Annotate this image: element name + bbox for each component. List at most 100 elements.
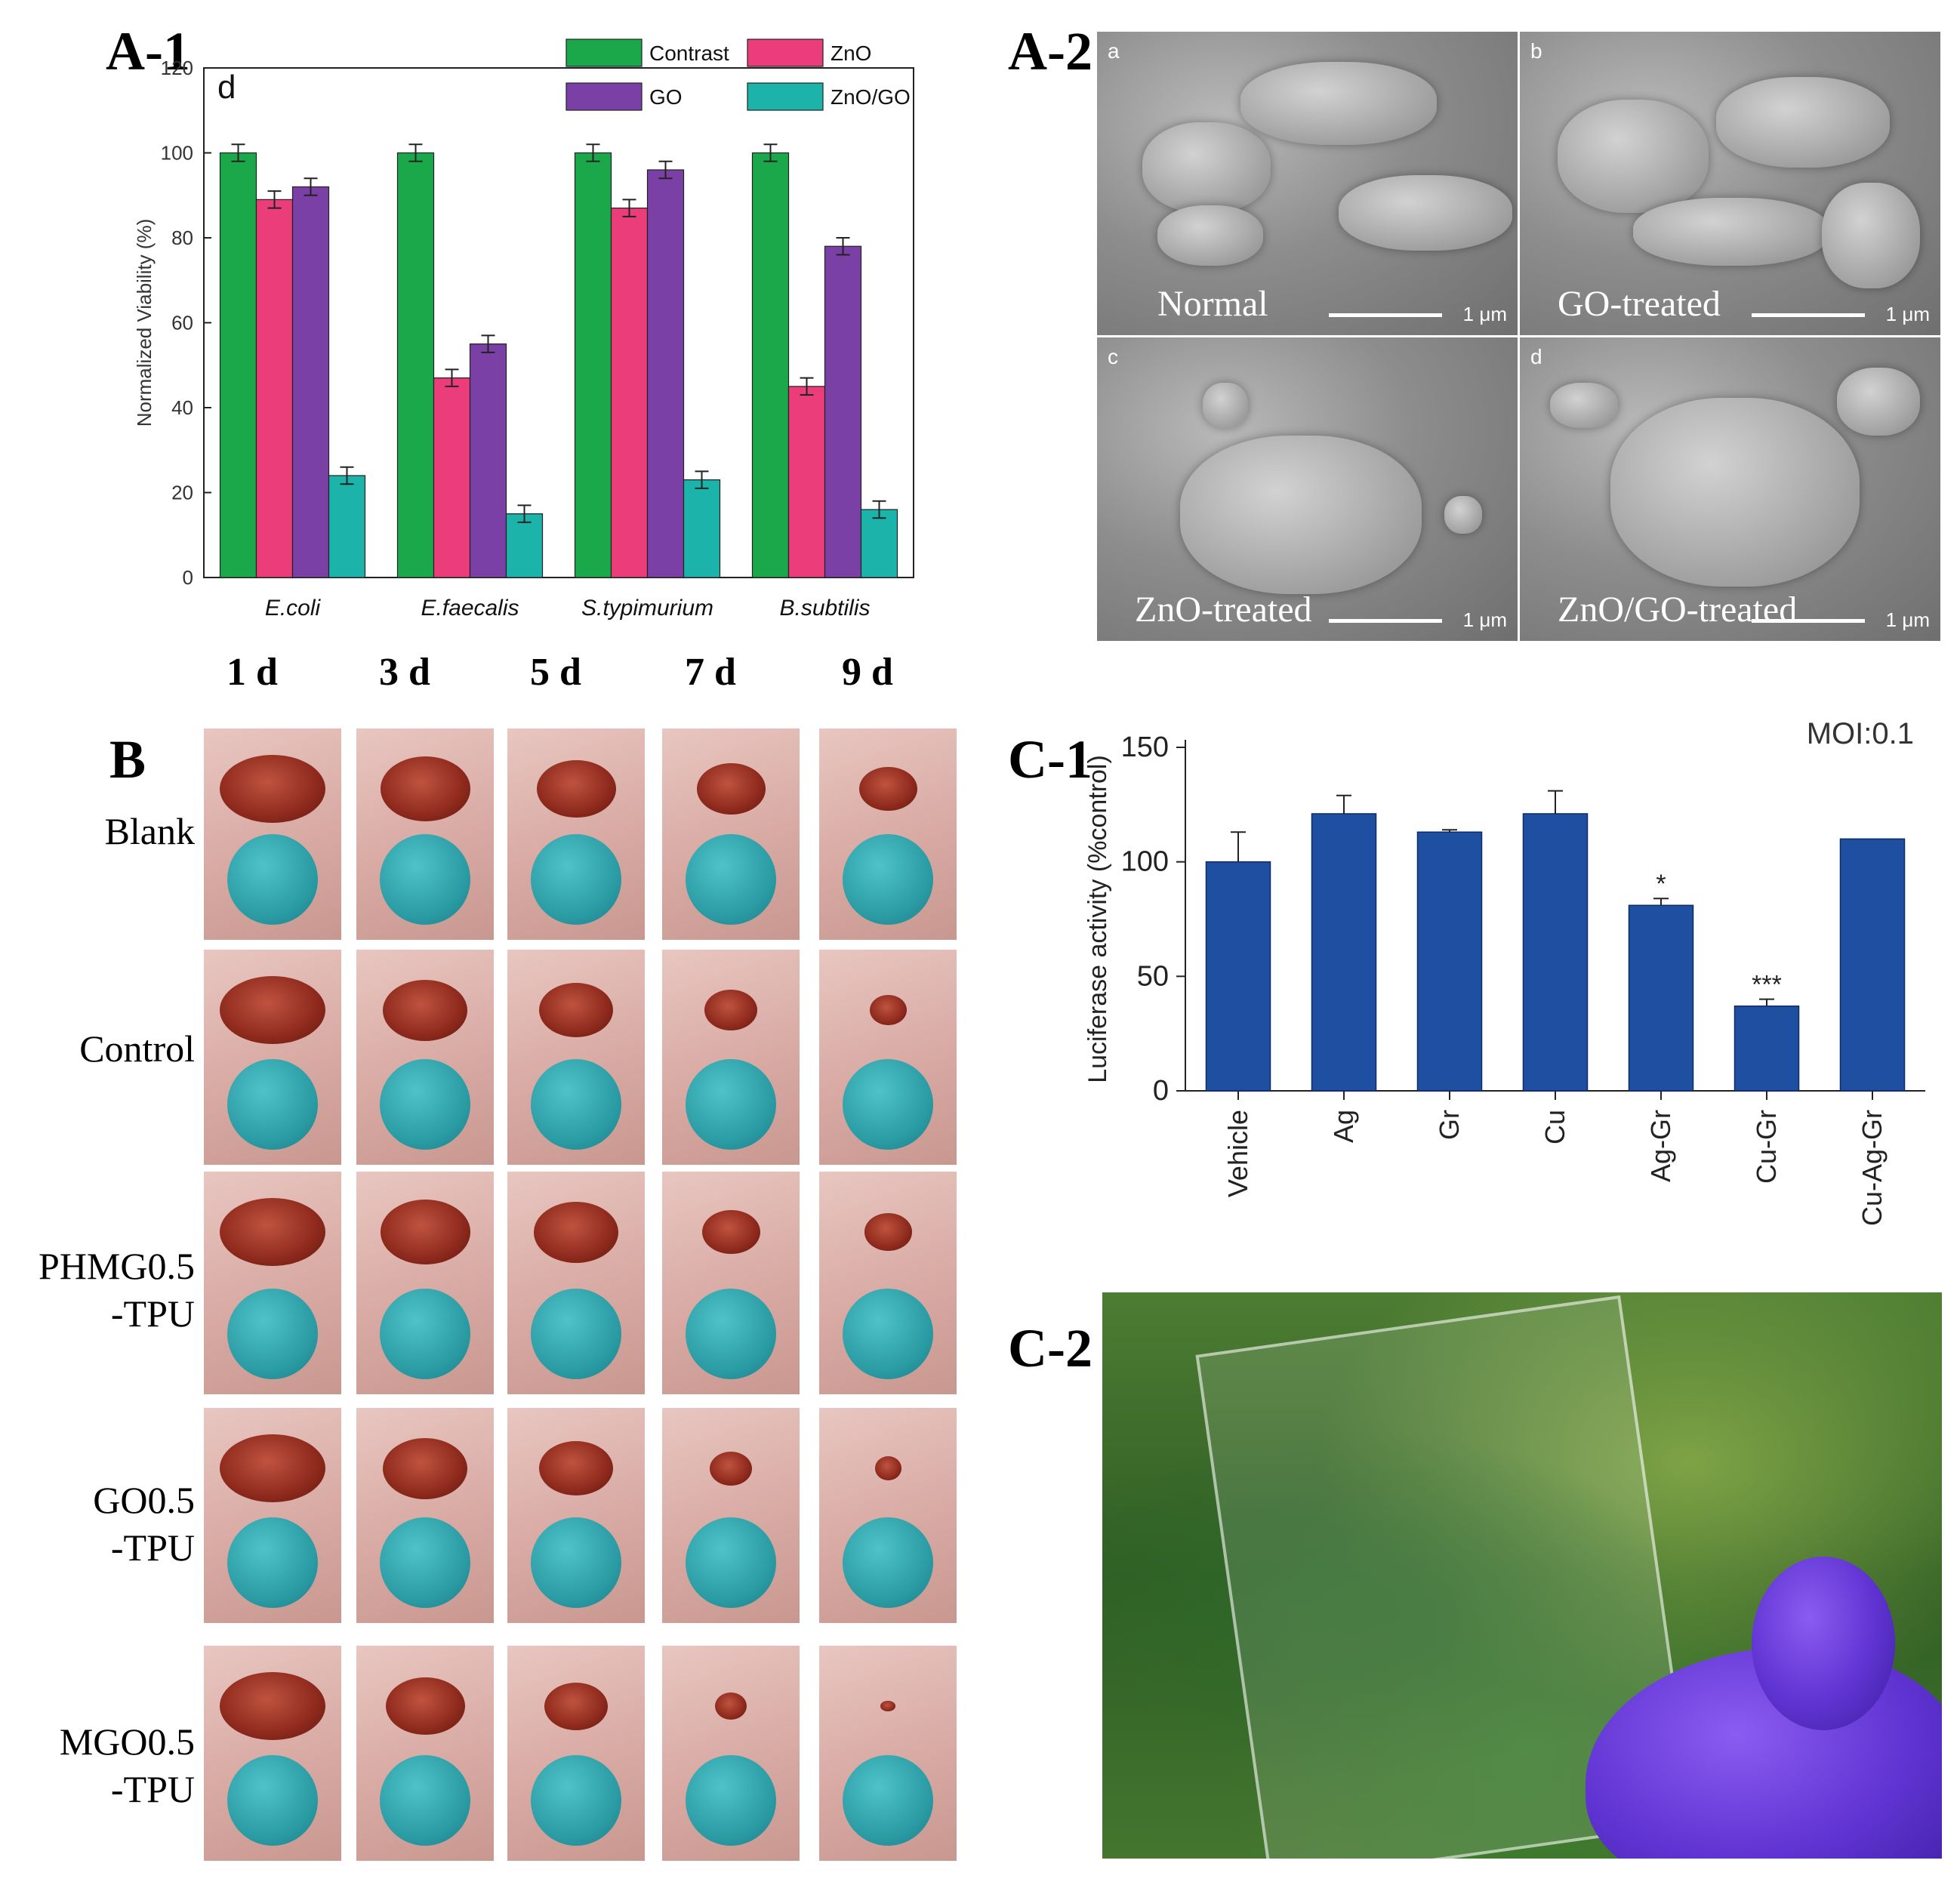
group-label-line2: -TPU [110,1767,195,1810]
bar-go [824,245,862,578]
group-label-line2: -TPU [110,1292,195,1335]
legend-swatch [747,38,824,67]
bacterium-shape [1837,368,1920,436]
group-label-line1: PHMG0.5 [39,1245,195,1287]
category-label: B.subtilis [779,596,870,621]
scale-bar-label: 1 μm [1885,608,1930,631]
scale-bar [1329,313,1442,317]
dressing-disc [380,1755,470,1846]
wound-photo [507,1646,645,1861]
wound-photo [356,1408,494,1623]
category-label: Ag-Gr [1645,1110,1676,1182]
legend-swatch [566,38,643,67]
dressing-disc [686,834,776,925]
bar-cu [1522,813,1589,1092]
sem-caption: GO-treated [1558,284,1721,324]
sem-image: a Normal 1 μm [1097,32,1518,335]
significance-mark: *** [1752,971,1782,999]
dressing-disc [843,1755,933,1846]
wound-area [544,1682,608,1730]
bacterium-shape [1240,62,1437,145]
sem-letter: b [1530,39,1542,63]
bacterium-shape [1339,175,1512,251]
dressing-disc [531,1059,621,1150]
sem-caption: ZnO-treated [1135,590,1312,630]
dressing-disc [531,1289,621,1379]
dressing-disc [227,1517,318,1608]
category-label: Cu-Gr [1751,1110,1782,1184]
day-label: 3 d [379,651,430,694]
bar-contrast [396,152,435,578]
panel-label-c1: C-1 [1008,729,1092,790]
scale-bar [1329,619,1442,623]
y-tick-label: 80 [171,226,193,249]
bacterium-shape [1444,496,1482,534]
wound-area [383,1437,467,1499]
dressing-disc [531,834,621,925]
bar-zno-go [683,479,721,578]
sem-image: d ZnO/GO-treated 1 μm [1520,337,1940,641]
wound-area [220,1672,325,1740]
scale-bar [1752,313,1865,317]
day-label: 9 d [842,651,893,694]
wound-photo [204,728,341,940]
wound-area [715,1692,747,1720]
day-label: 1 d [227,651,278,694]
y-tick-label: 60 [171,312,193,334]
wound-photo [662,1646,800,1861]
dressing-disc [227,1289,318,1379]
group-label-line2: -TPU [110,1526,195,1569]
bar-go [291,186,330,578]
wound-area [385,1677,465,1736]
group-label-line1: GO0.5 [93,1479,195,1521]
category-label: E.coli [265,596,322,621]
bacterium-shape [1716,77,1890,168]
wound-photo [507,1408,645,1623]
category-label: Gr [1434,1110,1465,1140]
bacterium-shape [1142,122,1271,213]
bar-go [469,343,507,578]
wound-area [864,1213,912,1251]
group-label: Blank [105,808,195,855]
purple-gloved-fingertip [1752,1557,1895,1730]
wound-photo [507,728,645,940]
wound-area [880,1701,895,1711]
bacterium-shape [1822,183,1920,288]
luciferase-bar-chart: 0 50 100 150 Luciferase activity (%control) M… [1087,717,1925,1226]
wound-photo [356,728,494,940]
day-label: 5 d [530,651,581,694]
category-label: Ag [1328,1110,1359,1143]
y-axis-label: Luciferase activity (%control) [1087,755,1112,1083]
moi-annotation: MOI:0.1 [1807,717,1914,750]
legend-swatch [747,82,824,111]
y-tick-label: 100 [1121,846,1169,878]
y-tick-label: 0 [1153,1075,1169,1107]
dressing-disc [380,1059,470,1150]
wound-area [869,994,907,1026]
sem-image: b GO-treated 1 μm [1520,32,1940,335]
bacterium-shape [1558,100,1709,213]
bacterium-shape [1610,398,1860,587]
dressing-disc [380,1289,470,1379]
bar-contrast [219,152,257,578]
wound-photo [204,950,341,1165]
dressing-disc [686,1755,776,1846]
bar-go [646,169,685,578]
y-tick-label: 20 [171,482,193,504]
significance-mark: * [1656,870,1666,898]
bar-zno [610,208,649,578]
wound-area [380,756,470,821]
wound-photo [662,728,800,940]
wound-photo [204,1408,341,1623]
wound-area [874,1456,901,1480]
y-tick-label: 100 [161,142,193,165]
category-label: Cu-Ag-Gr [1857,1110,1888,1226]
bar-zno-go [328,475,366,578]
legend-swatch [566,82,643,111]
legend-label: GO [649,85,683,109]
wound-photo [356,950,494,1165]
bar-zno [433,377,471,578]
group-label: PHMG0.5 -TPU [39,1243,195,1337]
group-label-line1: Blank [104,810,195,852]
wound-area [858,766,917,812]
